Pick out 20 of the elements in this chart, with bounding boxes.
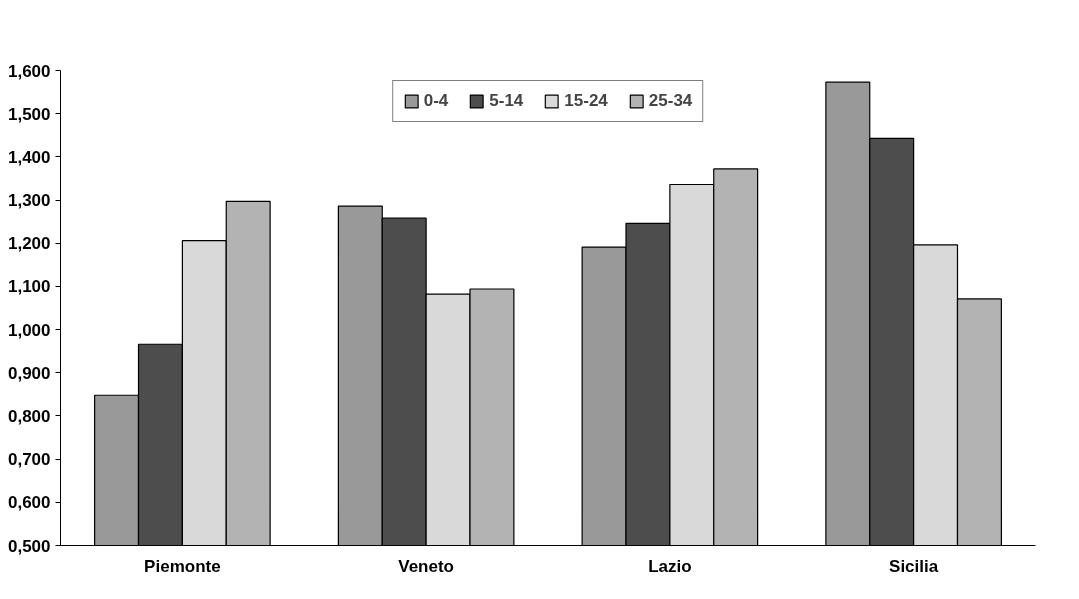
y-tick-label: 1,500 bbox=[7, 104, 51, 124]
legend-label: 15-24 bbox=[564, 91, 608, 111]
x-tick-label: Piemonte bbox=[144, 556, 221, 576]
legend-label: 5-14 bbox=[489, 91, 524, 111]
y-tick-label: 0,500 bbox=[7, 536, 51, 556]
y-tick-label: 0,800 bbox=[7, 406, 51, 426]
y-tick-label: 1,200 bbox=[7, 234, 51, 254]
x-tick-label: Veneto bbox=[398, 556, 455, 576]
y-tick-label: 0,700 bbox=[7, 450, 51, 470]
y-tick-label: 1,600 bbox=[7, 61, 51, 81]
legend-label: 25-34 bbox=[648, 91, 693, 111]
y-tick-label: 1,000 bbox=[7, 320, 51, 340]
y-tick-label: 1,100 bbox=[7, 277, 51, 297]
legend-label: 0-4 bbox=[423, 91, 449, 111]
y-tick-label: 0,600 bbox=[7, 493, 51, 513]
y-tick-label: 1,400 bbox=[7, 147, 51, 167]
y-tick-label: 0,900 bbox=[7, 363, 51, 383]
x-tick-label: Sicilia bbox=[889, 556, 939, 576]
y-tick-label: 1,300 bbox=[7, 191, 51, 211]
x-tick-label: Lazio bbox=[648, 556, 692, 576]
